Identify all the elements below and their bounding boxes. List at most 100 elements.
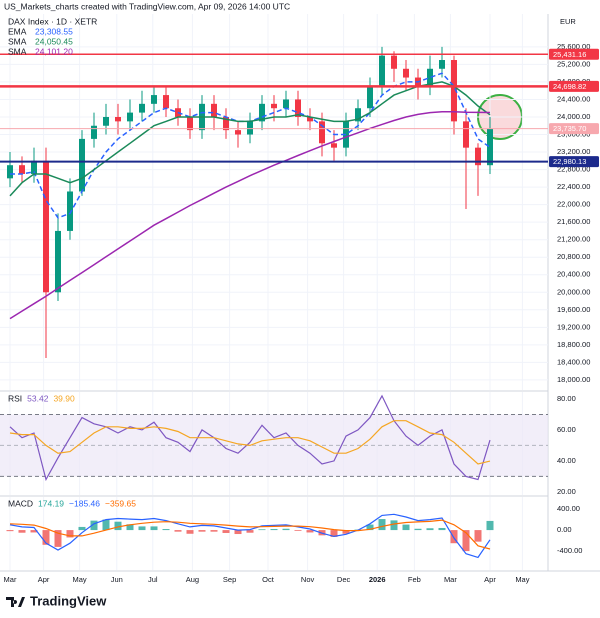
y-tick-label: 24,400.00 (557, 94, 590, 103)
x-tick-label: Feb (408, 575, 421, 584)
candle-body (271, 103, 277, 109)
credit: US_Markets_charts created with TradingVi… (4, 1, 290, 11)
y-tick-label: 0.00 (557, 525, 572, 534)
histogram-bar (210, 530, 218, 532)
y-tick-label: 21,600.00 (557, 217, 590, 226)
y-tick-label: 21,200.00 (557, 235, 590, 244)
indicator-title: MACD (8, 498, 33, 508)
candle-body (43, 160, 49, 293)
histogram-bar (306, 530, 314, 533)
legend-value: 24,101.20 (35, 46, 73, 56)
x-tick-label: May (515, 575, 529, 584)
candle-body (151, 95, 157, 104)
y-tick-label: 20,000.00 (557, 287, 590, 296)
legend-value: 53.42 (27, 393, 49, 403)
x-tick-label: Jun (111, 575, 123, 584)
candle-body (79, 138, 85, 192)
histogram-bar (258, 529, 266, 531)
candle-body (223, 116, 229, 131)
candle-body (235, 130, 241, 135)
legend-value: 39.90 (53, 393, 75, 403)
candle-body (439, 60, 445, 69)
histogram-bar (414, 528, 422, 531)
candle-body (307, 116, 313, 122)
candle-body (403, 68, 409, 78)
x-tick-label: Apr (484, 575, 496, 584)
indicator-line (9, 519, 491, 550)
candle-body (19, 165, 25, 174)
histogram-bar (18, 530, 26, 533)
candle-body (391, 55, 397, 69)
x-tick-label: Nov (301, 575, 315, 584)
histogram-bar (138, 526, 146, 531)
level-label-box (549, 48, 599, 60)
histogram-bar (66, 530, 74, 538)
legend-value: 23,308.55 (35, 26, 73, 36)
legend-value: −185.46 (69, 498, 100, 508)
y-tick-label: 19,200.00 (557, 322, 590, 331)
y-tick-label: 20,400.00 (557, 270, 590, 279)
y-tick-label: 25,600.00 (557, 42, 590, 51)
candle-body (331, 143, 337, 148)
y-tick-label: 22,000.00 (557, 200, 590, 209)
histogram-bar (390, 520, 398, 531)
brand: TradingView (30, 593, 107, 608)
legend-value: 24,050.45 (35, 36, 73, 46)
logo: TradingView (6, 593, 107, 608)
histogram-bar (150, 526, 158, 531)
candle-body (283, 99, 289, 109)
y-tick-label: 25,200.00 (557, 59, 590, 68)
candle-body (211, 103, 217, 117)
histogram-bar (198, 530, 206, 532)
histogram-bar (6, 530, 14, 532)
candle-body (451, 60, 457, 122)
candle-body (355, 108, 361, 122)
legend-name: EMA (8, 26, 27, 36)
x-tick-label: Mar (4, 575, 17, 584)
candle-body (163, 95, 169, 109)
y-tick-label: 20,800.00 (557, 252, 590, 261)
level-label-box (549, 123, 599, 135)
histogram-bar (222, 530, 230, 533)
x-tick-label: Mar (444, 575, 457, 584)
histogram-bar (54, 530, 62, 547)
histogram-bar (174, 530, 182, 532)
candle-body (379, 55, 385, 87)
candle-body (127, 112, 133, 122)
moving-average-line (9, 81, 491, 197)
histogram-bar (90, 520, 98, 531)
y-tick-label: 40.00 (557, 456, 576, 465)
candle-body (487, 128, 493, 166)
legend-value: 174.19 (38, 498, 64, 508)
legend-value: −359.65 (105, 498, 136, 508)
candle-body (103, 116, 109, 126)
histogram-bar (474, 530, 482, 542)
y-tick-label: 18,400.00 (557, 357, 590, 366)
indicator-line (9, 513, 491, 559)
y-tick-label: 18,000.00 (557, 375, 590, 384)
indicator-line (9, 420, 491, 465)
candle-body (67, 191, 73, 231)
candle-body (139, 103, 145, 113)
y-tick-label: 20.00 (557, 487, 576, 496)
candle-body (91, 125, 97, 139)
histogram-bar (486, 520, 494, 531)
candle-body (463, 121, 469, 148)
y-tick-label: 60.00 (557, 425, 576, 434)
candle-body (31, 160, 37, 174)
histogram-bar (462, 530, 470, 552)
candle-body (367, 86, 373, 109)
histogram-bar (282, 528, 290, 531)
y-tick-label: 400.00 (557, 504, 580, 513)
histogram-bar (114, 521, 122, 531)
x-tick-label: Dec (337, 575, 351, 584)
candle-body (187, 116, 193, 131)
y-tick-label: 22,800.00 (557, 165, 590, 174)
level-label-box (549, 80, 599, 92)
y-tick-label: 22,400.00 (557, 182, 590, 191)
candle-body (427, 68, 433, 87)
candle-body (295, 99, 301, 117)
histogram-bar (402, 524, 410, 531)
histogram-bar (186, 530, 194, 534)
